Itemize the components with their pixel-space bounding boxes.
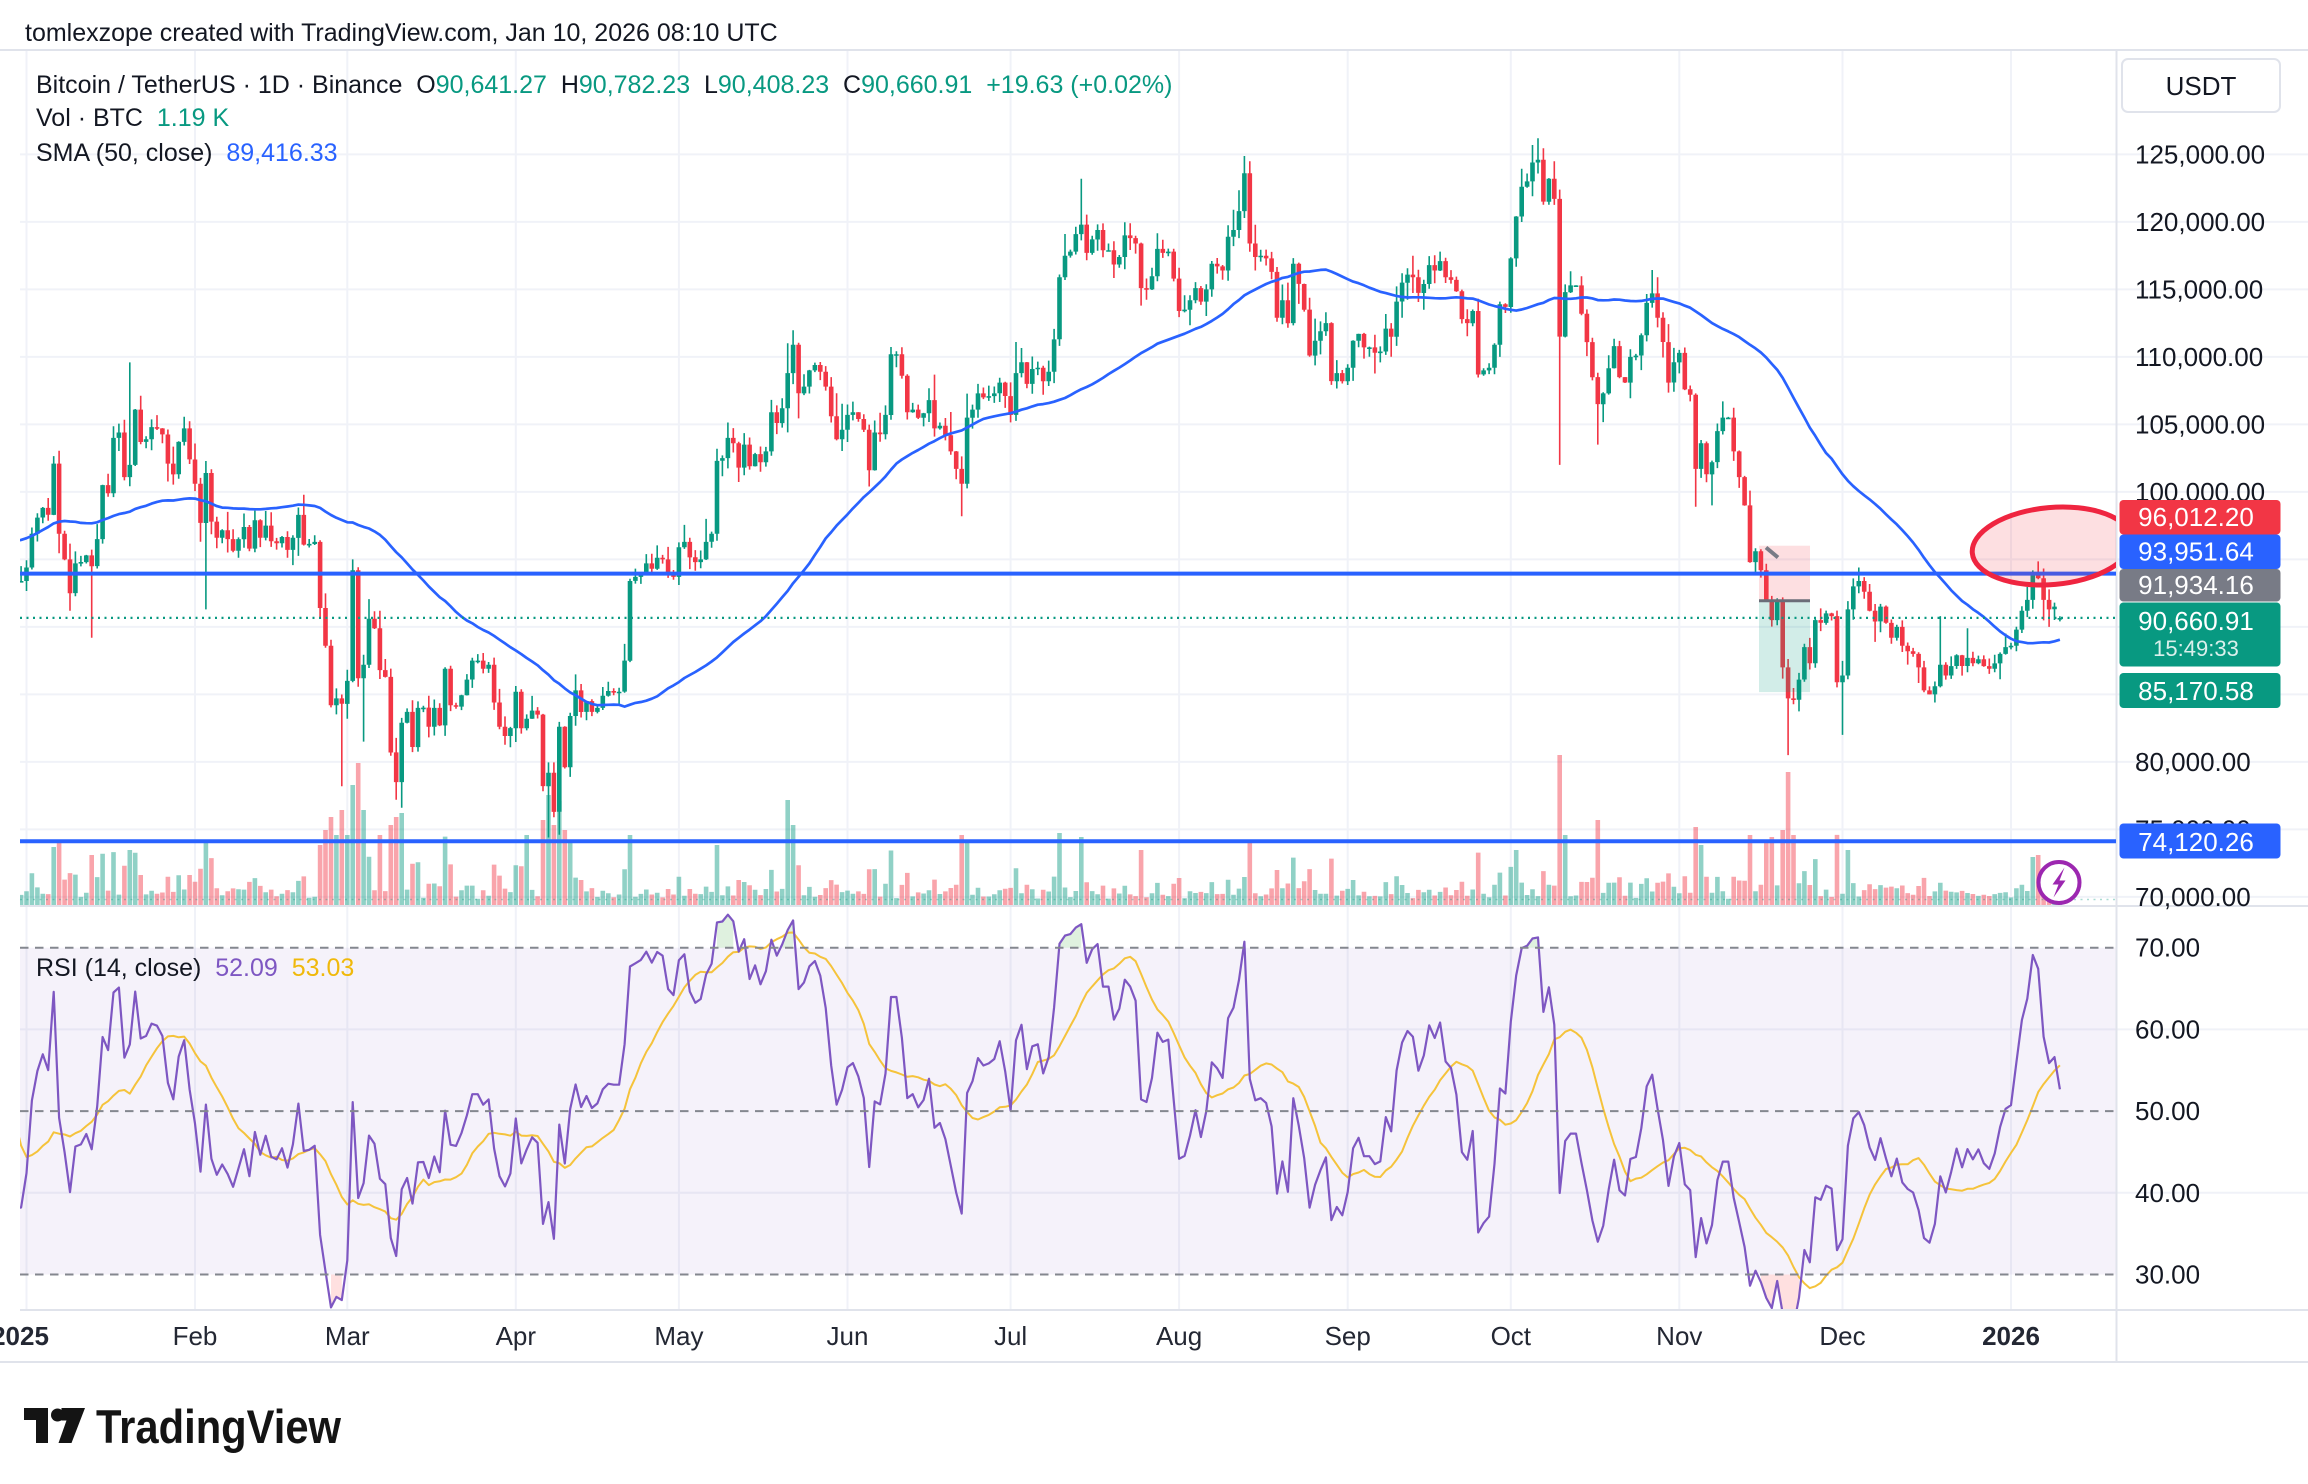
svg-text:TradingView: TradingView xyxy=(96,1400,341,1453)
svg-text:110,000.00: 110,000.00 xyxy=(2135,342,2263,372)
svg-text:115,000.00: 115,000.00 xyxy=(2135,274,2263,304)
svg-text:125,000.00: 125,000.00 xyxy=(2135,139,2265,169)
svg-text:96,012.20: 96,012.20 xyxy=(2138,502,2254,532)
svg-text:SMA (50, close) 89,416.33: SMA (50, close) 89,416.33 xyxy=(36,139,338,167)
svg-text:Bitcoin / TetherUS · 1D · Bina: Bitcoin / TetherUS · 1D · Binance O90,64… xyxy=(36,71,1172,99)
svg-text:RSI (14, close) 52.09 53.03: RSI (14, close) 52.09 53.03 xyxy=(36,954,354,982)
svg-text:15:49:33: 15:49:33 xyxy=(2153,636,2239,661)
svg-text:2025: 2025 xyxy=(0,1321,49,1351)
svg-text:Apr: Apr xyxy=(496,1321,537,1351)
svg-text:Jul: Jul xyxy=(994,1321,1027,1351)
svg-text:105,000.00: 105,000.00 xyxy=(2135,409,2265,439)
svg-text:USDT: USDT xyxy=(2166,71,2237,101)
svg-text:Nov: Nov xyxy=(1656,1321,1702,1351)
svg-text:tomlexzope created with Tradin: tomlexzope created with TradingView.com,… xyxy=(25,19,778,47)
svg-text:Jun: Jun xyxy=(827,1321,869,1351)
svg-text:Sep: Sep xyxy=(1325,1321,1371,1351)
svg-text:50.00: 50.00 xyxy=(2135,1096,2200,1126)
svg-text:Feb: Feb xyxy=(173,1321,218,1351)
svg-text:60.00: 60.00 xyxy=(2135,1014,2200,1044)
svg-text:Aug: Aug xyxy=(1156,1321,1202,1351)
svg-text:Vol · BTC 1.19 K: Vol · BTC 1.19 K xyxy=(36,104,229,132)
svg-text:70.00: 70.00 xyxy=(2135,933,2200,963)
svg-text:30.00: 30.00 xyxy=(2135,1260,2200,1290)
svg-text:74,120.26: 74,120.26 xyxy=(2138,827,2254,857)
svg-text:Mar: Mar xyxy=(325,1321,370,1351)
svg-text:85,170.58: 85,170.58 xyxy=(2138,676,2254,706)
svg-text:Oct: Oct xyxy=(1491,1321,1532,1351)
svg-text:80,000.00: 80,000.00 xyxy=(2135,747,2251,777)
svg-text:91,934.16: 91,934.16 xyxy=(2138,570,2254,600)
svg-text:93,951.64: 93,951.64 xyxy=(2138,537,2254,567)
svg-text:120,000.00: 120,000.00 xyxy=(2135,207,2265,237)
svg-text:Dec: Dec xyxy=(1819,1321,1865,1351)
svg-text:2026: 2026 xyxy=(1982,1321,2040,1351)
svg-text:90,660.91: 90,660.91 xyxy=(2138,606,2254,636)
svg-text:70,000.00: 70,000.00 xyxy=(2135,882,2251,912)
svg-text:40.00: 40.00 xyxy=(2135,1178,2200,1208)
svg-text:May: May xyxy=(654,1321,703,1351)
